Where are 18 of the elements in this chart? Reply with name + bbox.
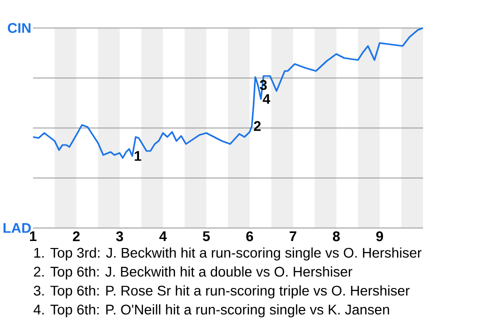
text: 3. Top 6th: P. Rose Sr hit a run-scoring triple vs O. Hershiser [34, 285, 410, 298]
text: CIN [8, 23, 30, 33]
x-tick-label: 7 [290, 231, 296, 241]
annotation: 1 [134, 151, 142, 161]
text: LAD [4, 223, 31, 233]
x-tick-label: 9 [376, 231, 384, 242]
annotation: 4 [262, 94, 270, 104]
x-tick-label: 4 [159, 231, 167, 241]
x-tick-label: 6 [246, 231, 254, 242]
x-tick-label: 5 [202, 231, 210, 242]
text: 4. Top 6th: P. O'Neill hit a run-scoring single vs K. Jansen [34, 304, 390, 318]
text: 2. Top 6th: J. Beckwith hit a double vs O. Hershiser [34, 266, 352, 280]
x-tick-label: 1 [30, 231, 36, 241]
text: 1. Top 3rd: J. Beckwith hit a run-scoring single vs O. Hershiser [34, 247, 422, 261]
x-tick-label: 8 [332, 231, 340, 242]
x-tick-label: 3 [116, 231, 124, 242]
annotation: 2 [254, 121, 261, 131]
x-tick-label: 2 [72, 231, 80, 242]
